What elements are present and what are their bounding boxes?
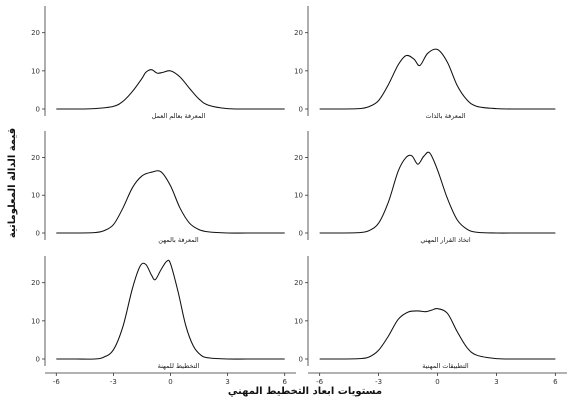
facet-panel-label: المعرفة بالمهن [158,236,199,244]
facet-panel-6: 0 10 20 -6 -3 0 3 6 التطبيقات المهنية [294,256,567,386]
density-curve [56,69,285,110]
x-tick-label: 3 [225,378,229,386]
y-tick-label: 0 [299,106,303,114]
y-tick-label: 10 [294,317,303,325]
y-tick-label: 10 [31,317,40,325]
y-tick-label: 0 [36,106,40,114]
y-axis-title: قيمة الدالة المعلوماتية [7,128,18,238]
y-tick-label: 10 [294,192,303,200]
facet-panel-2: 0 10 20 المعرفة بالذات [294,6,556,120]
y-tick-label: 20 [31,279,40,287]
y-tick-label: 0 [36,230,40,238]
x-tick-label: -6 [316,378,324,386]
y-tick-label: 20 [31,154,40,162]
y-tick-label: 0 [299,230,303,238]
x-tick-label: 6 [553,378,558,386]
facet-panel-5: 0 10 20 -6 -3 0 3 6 التخطيط للمهنة [31,256,296,386]
density-curve [56,259,285,360]
facet-panel-3: 0 10 20 المعرفة بالمهن [31,131,285,244]
y-tick-label: 10 [31,192,40,200]
x-tick-label: -6 [53,378,61,386]
y-tick-label: 10 [294,67,303,75]
facet-panel-4: 0 10 20 اتخاذ القرار المهني [294,131,556,244]
facet-panel-label: التطبيقات المهنية [422,362,469,370]
x-tick-label: 6 [282,378,287,386]
density-curve [319,151,556,234]
density-curve [319,48,556,110]
x-tick-label: 0 [168,378,172,386]
x-tick-label: -3 [110,378,117,386]
facet-panel-label: التخطيط للمهنة [158,362,200,370]
x-axis-title: مستويات ابعاد التخطيط المهني [228,386,382,397]
density-curve [319,308,556,360]
facet-panel-label: اتخاذ القرار المهني [420,236,471,244]
y-tick-label: 20 [294,279,303,287]
y-tick-label: 10 [31,67,40,75]
y-tick-label: 0 [299,356,303,364]
x-tick-label: 0 [435,378,439,386]
x-tick-label: 3 [494,378,498,386]
y-tick-label: 20 [294,29,303,37]
density-curve [56,170,285,234]
facet-panel-label: المعرفة بعالم العمل [152,112,206,120]
x-tick-label: -3 [375,378,382,386]
facet-panel-label: المعرفة بالذات [425,112,465,120]
y-tick-label: 20 [294,154,303,162]
facet-panel-1: 0 10 20 المعرفة بعالم العمل [31,6,285,120]
y-tick-label: 20 [31,29,40,37]
y-tick-label: 0 [36,356,40,364]
chart-panels: 0 10 20 المعرفة بعالم العمل 0 10 20 المعرفة بال… [31,6,567,386]
